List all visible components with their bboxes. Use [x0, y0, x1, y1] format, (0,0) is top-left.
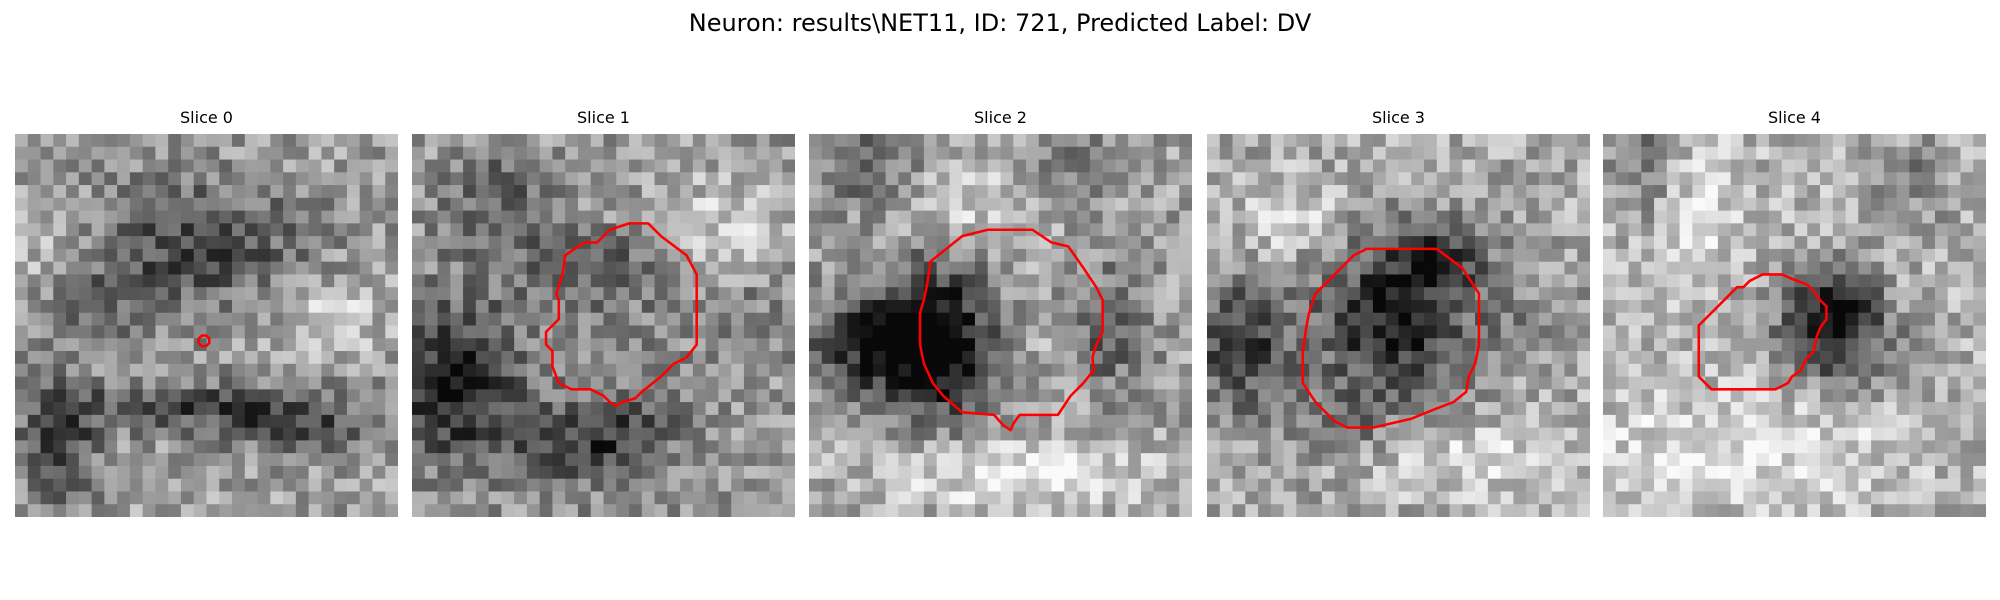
slice-title: Slice 1 — [577, 108, 630, 127]
slice-panel-0: Slice 0 — [15, 108, 398, 517]
slice-image — [15, 134, 398, 517]
pixel-grid — [1603, 134, 1986, 517]
slice-panel-2: Slice 2 — [809, 108, 1192, 517]
slice-panel-4: Slice 4 — [1603, 108, 1986, 517]
slice-title: Slice 2 — [974, 108, 1027, 127]
slice-image — [1603, 134, 1986, 517]
slice-panel-1: Slice 1 — [412, 108, 795, 517]
slice-title: Slice 3 — [1372, 108, 1425, 127]
pixel-grid — [1207, 134, 1590, 517]
slice-image — [1207, 134, 1590, 517]
figure-title: Neuron: results\NET11, ID: 721, Predicte… — [688, 9, 1312, 37]
slice-panel-3: Slice 3 — [1207, 108, 1590, 517]
segmentation-contour — [544, 222, 698, 408]
segmentation-contour — [1697, 273, 1828, 391]
segmentation-marker — [197, 334, 211, 348]
slice-image — [412, 134, 795, 517]
pixel-grid — [809, 134, 1192, 517]
slice-title: Slice 0 — [180, 108, 233, 127]
pixel-grid — [412, 134, 795, 517]
slice-image — [809, 134, 1192, 517]
segmentation-contour — [918, 228, 1104, 432]
slice-title: Slice 4 — [1768, 108, 1821, 127]
segmentation-contour — [1301, 247, 1481, 429]
pixel-grid — [15, 134, 398, 517]
